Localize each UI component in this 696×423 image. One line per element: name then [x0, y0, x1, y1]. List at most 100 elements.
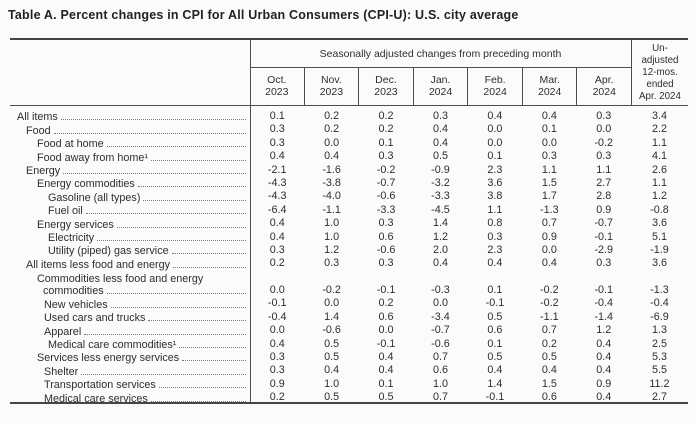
table-body: All items 0.1 0.2 0.2 0.3 0.4 0.4 0.3 3.4 Food 0.3… — [10, 106, 688, 405]
cell-value-unadjusted: 4.1 — [651, 150, 667, 163]
cell-value: 0.3 — [378, 217, 394, 230]
cell-value: 0.3 — [541, 150, 557, 163]
cell-value: 0.2 — [324, 123, 340, 136]
row-label: Commodities less food and energy — [37, 273, 204, 286]
cell-value: 0.0 — [269, 324, 285, 337]
cell-value: 0.2 — [378, 123, 394, 136]
cell-value: 1.2 — [432, 230, 448, 243]
cell-value: -1.4 — [594, 310, 614, 323]
cell-value: -0.1 — [376, 337, 396, 350]
table-row: Food at home 0.3 0.0 0.1 0.4 0.0 0.0 -0.2 1.1 — [10, 137, 688, 150]
cell-value: 0.4 — [432, 123, 448, 136]
cell-value: -0.6 — [431, 337, 450, 350]
month-header-cell: Mar. 2024 — [521, 68, 577, 105]
row-label-cell: Fuel oil — [10, 205, 250, 217]
leader-dots — [106, 293, 246, 295]
cell-value-unadjusted: 2.5 — [651, 337, 667, 350]
row-label-cell: Transportation services — [10, 379, 250, 391]
cell-value: 0.0 — [487, 123, 503, 136]
leader-dots — [84, 333, 246, 335]
cell-value: 1.0 — [324, 377, 340, 390]
row-label: Food at home — [37, 138, 104, 151]
cell-value: 1.1 — [596, 163, 612, 176]
cell-value: 1.4 — [432, 217, 448, 230]
cell-value: 0.2 — [378, 297, 394, 310]
cell-value: 0.3 — [269, 364, 285, 377]
cell-value: 0.0 — [324, 136, 340, 149]
cell-value: -3.2 — [431, 176, 450, 189]
cell-value-unadjusted: 11.2 — [649, 377, 670, 390]
cell-value: 0.3 — [378, 150, 394, 163]
cell-value-unadjusted: -1.3 — [650, 284, 669, 297]
row-label: All items — [17, 111, 58, 124]
cell-value-unadjusted: 3.4 — [651, 109, 667, 122]
table-row: Energy commodities -4.3 -3.8 -0.7 -3.2 3.6 1.5… — [10, 177, 688, 190]
cell-value: 2.3 — [487, 243, 503, 256]
cell-value: 0.5 — [487, 351, 503, 364]
row-label: Electricity — [48, 231, 95, 244]
cell-value: 0.1 — [541, 123, 557, 136]
cell-value-unadjusted: 1.2 — [651, 190, 667, 203]
row-label: Food — [26, 124, 51, 137]
cell-value: 0.0 — [324, 297, 340, 310]
row-label-cell: Food — [10, 125, 250, 137]
cell-value-unadjusted: 2.6 — [651, 163, 667, 176]
row-label: Medical care commodities¹ — [48, 339, 177, 352]
leader-dots — [85, 213, 246, 215]
cell-value: 0.0 — [487, 136, 503, 149]
table-row: Food 0.3 0.2 0.2 0.4 0.0 0.1 0.0 2.2 — [10, 123, 688, 136]
cell-value-unadjusted: 1.1 — [651, 176, 667, 189]
cell-value: 0.1 — [487, 150, 503, 163]
cell-value: 2.3 — [487, 163, 503, 176]
row-label: All items less food and energy — [26, 258, 171, 271]
row-label-cell: Utility (piped) gas service — [10, 245, 250, 257]
cell-value: 0.7 — [541, 217, 557, 230]
cell-value: 0.4 — [269, 230, 285, 243]
row-label: Shelter — [44, 365, 79, 378]
cell-value: -2.9 — [594, 243, 614, 256]
cell-value: 0.1 — [487, 284, 503, 297]
cell-value: 1.4 — [324, 310, 340, 323]
row-label-cell: Commodities less food and energy commodit… — [10, 273, 250, 297]
cell-value-unadjusted: -0.8 — [650, 203, 669, 216]
leader-dots — [97, 239, 246, 241]
cell-value: 0.3 — [378, 257, 394, 270]
table-row: Fuel oil -6.4 -1.1 -3.3 -4.5 1.1 -1.3 0.9 -0.8 — [10, 204, 688, 217]
cell-value: 0.0 — [541, 136, 557, 149]
cell-value-unadjusted: 5.1 — [651, 230, 667, 243]
month-header-cell: Nov. 2023 — [303, 68, 359, 105]
month-header-cell: Jan. 2024 — [412, 68, 468, 105]
cell-value: -2.1 — [267, 163, 287, 176]
month-header-row: Oct. 2023 Nov. 2023 Dec. 2023 Jan. 2024 Feb. 2024… — [250, 68, 631, 105]
cell-value: 0.5 — [324, 351, 340, 364]
cell-value: 0.7 — [541, 324, 557, 337]
cell-value: 0.4 — [541, 109, 557, 122]
cell-value: 0.3 — [596, 257, 612, 270]
table-row: Shelter 0.3 0.4 0.4 0.6 0.4 0.4 0.4 5.5 — [10, 364, 688, 377]
cell-value: 0.4 — [378, 351, 394, 364]
cell-value-unadjusted: 2.2 — [651, 123, 667, 136]
table-row: Energy services 0.4 1.0 0.3 1.4 0.8 0.7 -0.7 3.6 — [10, 217, 688, 230]
unadjusted-header-cell: Un-adjusted 12-mos. ended Apr. 2024 — [631, 40, 688, 105]
cell-value: 0.4 — [324, 364, 340, 377]
cell-value: 0.3 — [596, 150, 612, 163]
cell-value: 0.6 — [487, 324, 503, 337]
cell-value: 0.4 — [487, 109, 503, 122]
cell-value: -4.3 — [267, 190, 287, 203]
cell-value: 0.4 — [541, 257, 557, 270]
cell-value: -0.2 — [540, 297, 559, 310]
cell-value-unadjusted: 5.5 — [651, 364, 667, 377]
leader-dots — [63, 172, 246, 174]
row-label-cell: Shelter — [10, 366, 250, 378]
table-row: Energy -2.1 -1.6 -0.2 -0.9 2.3 1.1 1.1 2.6 — [10, 164, 688, 177]
cell-value: -0.3 — [431, 284, 450, 297]
table-row: Food away from home¹ 0.4 0.4 0.3 0.5 0.1 0.3 0.… — [10, 150, 688, 163]
cell-value: 0.0 — [541, 243, 557, 256]
leader-dots — [171, 253, 246, 255]
table-row: Medical care commodities¹ 0.4 0.5 -0.1 -0.6 0… — [10, 338, 688, 351]
cell-value: 0.9 — [596, 377, 612, 390]
unadjusted-header-line: Un- — [652, 43, 668, 54]
cell-value: 1.0 — [324, 230, 340, 243]
cell-value: 0.4 — [432, 257, 448, 270]
